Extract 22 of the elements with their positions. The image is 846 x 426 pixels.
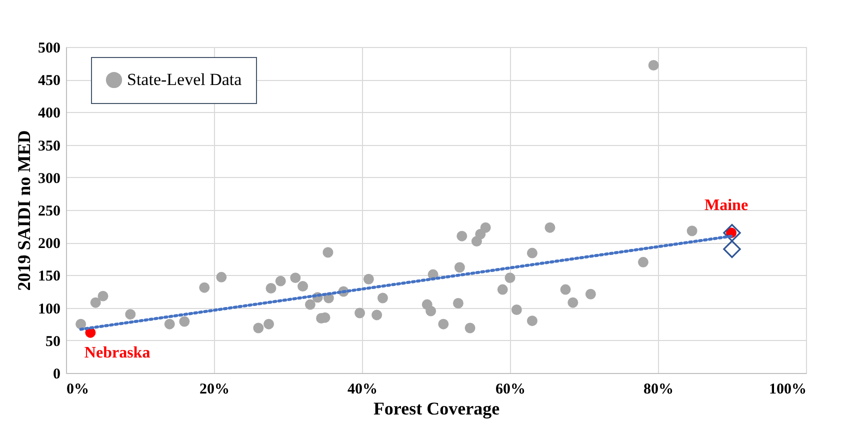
y-axis-title: 2019 SAIDI no MED [14,130,34,291]
x-tick-label: 20% [200,382,230,398]
y-tick-label: 450 [38,73,60,90]
y-tick-label: 500 [38,40,60,56]
y-tick-label: 50 [46,334,60,350]
y-tick-label: 200 [38,236,60,252]
x-tick-label: 60% [496,382,526,398]
y-tick-label: 400 [38,106,60,122]
y-tick-label: 150 [38,268,60,285]
y-tick-label: 100 [38,301,60,318]
annotation: Maine [704,196,748,214]
x-tick-label: 80% [644,382,674,398]
legend-label: State-Level Data [127,70,242,89]
y-tick-label: 350 [38,138,60,154]
y-tick-label: 250 [38,204,60,220]
x-tick-label: 100% [769,382,806,398]
y-tick-label: 300 [38,170,60,187]
annotation: Nebraska [84,344,150,362]
x-axis-title: Forest Coverage [373,398,500,418]
x-tick-label: 0% [66,382,89,398]
x-tick-label: 40% [348,382,378,398]
y-tick-label: 0 [53,366,60,382]
